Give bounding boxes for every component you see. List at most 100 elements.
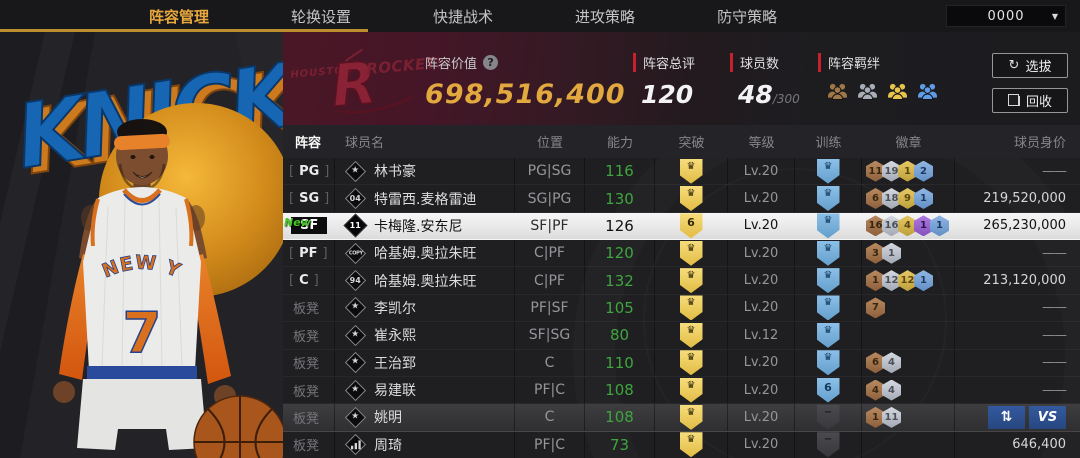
position-value: SG|PG xyxy=(527,190,572,207)
position-cell: SF|PF xyxy=(515,213,585,239)
help-icon[interactable]: ? xyxy=(483,55,499,70)
table-row[interactable]: 板凳 ★ 王治郅 C 110 ♛ Lv.20 ♛ 6 4 —— xyxy=(283,349,1080,377)
breakthrough-cell: ♛ xyxy=(655,404,728,431)
crown-icon: ♛ xyxy=(686,188,696,200)
table-row[interactable]: [C] 94 哈基姆.奥拉朱旺 C|PF 132 ♛ Lv.20 ♛ 1 12 12 1 213,120… xyxy=(283,267,1080,295)
player-name: 哈基姆.奥拉朱旺 xyxy=(374,273,477,290)
training-cell: ♛ xyxy=(795,240,862,267)
price-value: 213,120,000 xyxy=(983,273,1066,289)
position-value: PF|SF xyxy=(530,299,569,316)
table-row[interactable]: [PF] COPY 哈基姆.奥拉朱旺 C|PF 120 ♛ Lv.20 ♛ 3 1 —— xyxy=(283,240,1080,268)
name-cell: COPY 哈基姆.奥拉朱旺 xyxy=(335,240,515,267)
price-value: —— xyxy=(1042,245,1067,261)
level-value: Lv.20 xyxy=(743,409,779,425)
name-cell: 94 哈基姆.奥拉朱旺 xyxy=(335,267,515,294)
slot-cell: SF xyxy=(283,213,335,239)
chevron-down-icon: ▼ xyxy=(1051,11,1058,21)
table-row[interactable]: 板凳 ★ 李凯尔 PF|SF 105 ♛ Lv.20 ♛ 7 —— xyxy=(283,294,1080,323)
table-row[interactable]: 板凳 ★ 易建联 PF|C 108 ♛ Lv.20 6 4 4 —— xyxy=(283,376,1080,405)
slot-cell: 板凳 xyxy=(283,376,335,404)
slot-cell: 板凳 xyxy=(283,322,335,349)
tab-防守策略[interactable]: 防守策略 xyxy=(717,7,778,26)
rockets-logo: HOUSTON R ROCKETS xyxy=(287,38,448,124)
medal-hex-silver: 18 xyxy=(882,188,901,210)
level-value: Lv.20 xyxy=(743,245,779,261)
slot-cell: 板凳 xyxy=(283,294,335,322)
medals-cell: 16 16 4 1 1 xyxy=(862,213,955,239)
ability-cell: 105 xyxy=(585,294,655,322)
breakthrough-cell: ♛ xyxy=(655,158,728,185)
breakthrough-cell: ♛ xyxy=(655,322,728,349)
position-cell: SG|PG xyxy=(515,185,585,212)
price-cell: —— xyxy=(955,295,1080,321)
level-cell: Lv.20 xyxy=(728,158,795,185)
position-value: PF|C xyxy=(534,382,565,399)
breakthrough-cell: ♛ xyxy=(655,240,728,267)
tab-轮换设置[interactable]: 轮换设置 xyxy=(291,7,352,26)
level-value: Lv.20 xyxy=(743,355,779,371)
ability-cell: 120 xyxy=(585,240,655,267)
player-count-label: 球员数 xyxy=(730,53,800,72)
tab-阵容管理[interactable]: 阵容管理 xyxy=(0,0,369,32)
tab-快捷战术[interactable]: 快捷战术 xyxy=(433,7,494,26)
slot-label: 板凳 xyxy=(293,329,320,345)
player-count-block: 球员数 48/300 xyxy=(730,53,800,109)
player-name: 周琦 xyxy=(374,437,402,454)
crown-icon: ♛ xyxy=(823,270,833,282)
position-value: SF|PF xyxy=(530,217,569,234)
col-header: 阵容 xyxy=(295,136,322,151)
bracket: ] xyxy=(324,191,330,207)
breakthrough-badge: ♛ xyxy=(679,432,703,458)
training-cell: − xyxy=(795,431,862,458)
player-badge-icon: ★ xyxy=(344,324,367,346)
player-name: 李凯尔 xyxy=(374,300,416,317)
crown-icon: ♛ xyxy=(823,188,833,200)
table-row[interactable]: 板凳 周琦 PF|C 73 ♛ Lv.20 − 646,400 xyxy=(283,431,1080,458)
swap-button[interactable]: ⇅ xyxy=(988,405,1025,429)
ability-value: 105 xyxy=(605,298,634,317)
price-cell: 219,520,000 xyxy=(955,185,1080,211)
training-badge: ♛ xyxy=(816,186,840,212)
slot-cell: 板凳 xyxy=(283,431,335,458)
refresh-icon: ↻ xyxy=(1008,58,1020,73)
select-players-button[interactable]: ↻ 选拔 xyxy=(992,53,1068,78)
minus-icon: − xyxy=(823,434,833,446)
currency-value: 0000 xyxy=(987,8,1025,24)
breakthrough-badge: ♛ xyxy=(679,404,703,430)
table-row[interactable]: 板凳 ★ 崔永熙 SF|SG 80 ♛ Lv.12 ♛ —— xyxy=(283,322,1080,350)
recycle-button[interactable]: 回收 xyxy=(992,88,1068,113)
level-cell: Lv.20 xyxy=(728,185,795,212)
bracket: ] xyxy=(324,163,330,179)
minus-icon: − xyxy=(823,406,833,418)
col-header: 能力 xyxy=(606,136,633,151)
lineup-summary-banner: HOUSTON R ROCKETS 阵容价值 ? 698,516,400 xyxy=(283,32,1080,125)
col-header: 球员身价 xyxy=(1013,136,1066,151)
name-cell: 04 特雷西.麦格雷迪 xyxy=(335,185,515,212)
position-cell: C xyxy=(515,404,585,431)
main-panel: HOUSTON R ROCKETS 阵容价值 ? 698,516,400 xyxy=(283,32,1080,458)
vs-button[interactable]: VS xyxy=(1029,405,1066,429)
slot-label: 板凳 xyxy=(293,439,320,455)
player-count-value: 48/300 xyxy=(738,80,800,109)
bond-group-icon-silver xyxy=(856,82,879,104)
table-row[interactable]: 板凳 ★ 姚明 C 108 ♛ Lv.20 − 1 11 ⇅ VS xyxy=(283,404,1080,432)
medal-hex-blue: 1 xyxy=(914,188,933,210)
slot-cell: [PG] xyxy=(283,158,335,185)
table-row[interactable]: [PG] ★ 林书豪 PG|SG 116 ♛ Lv.20 ♛ 11 19 1 2 —— xyxy=(283,158,1080,186)
table-row[interactable]: New SF 11 卡梅隆.安东尼 SF|PF 126 6 Lv.20 ♛ 16 16 4 1 1 265,… xyxy=(283,212,1080,241)
training-cell: ♛ xyxy=(795,294,862,322)
player-name: 王治郅 xyxy=(374,355,416,372)
currency-dropdown[interactable]: 0000 ▼ xyxy=(946,5,1066,27)
tab-进攻策略[interactable]: 进攻策略 xyxy=(575,7,636,26)
table-row[interactable]: [SG] 04 特雷西.麦格雷迪 SG|PG 130 ♛ Lv.20 ♛ 6 18 9 1 219,52… xyxy=(283,185,1080,213)
slot-label: 板凳 xyxy=(293,384,320,400)
medals-cell: 1 12 12 1 xyxy=(862,267,955,294)
price-cell: 213,120,000 xyxy=(955,267,1080,293)
breakthrough-cell: ♛ xyxy=(655,185,728,212)
ability-value: 108 xyxy=(605,408,634,427)
page-body: KNICKS KNICKS xyxy=(0,32,1080,458)
player-badge-icon: 11 xyxy=(343,213,368,238)
ability-cell: 110 xyxy=(585,349,655,376)
position-cell: C xyxy=(515,349,585,376)
bond-group-icon-bronze xyxy=(826,82,849,104)
